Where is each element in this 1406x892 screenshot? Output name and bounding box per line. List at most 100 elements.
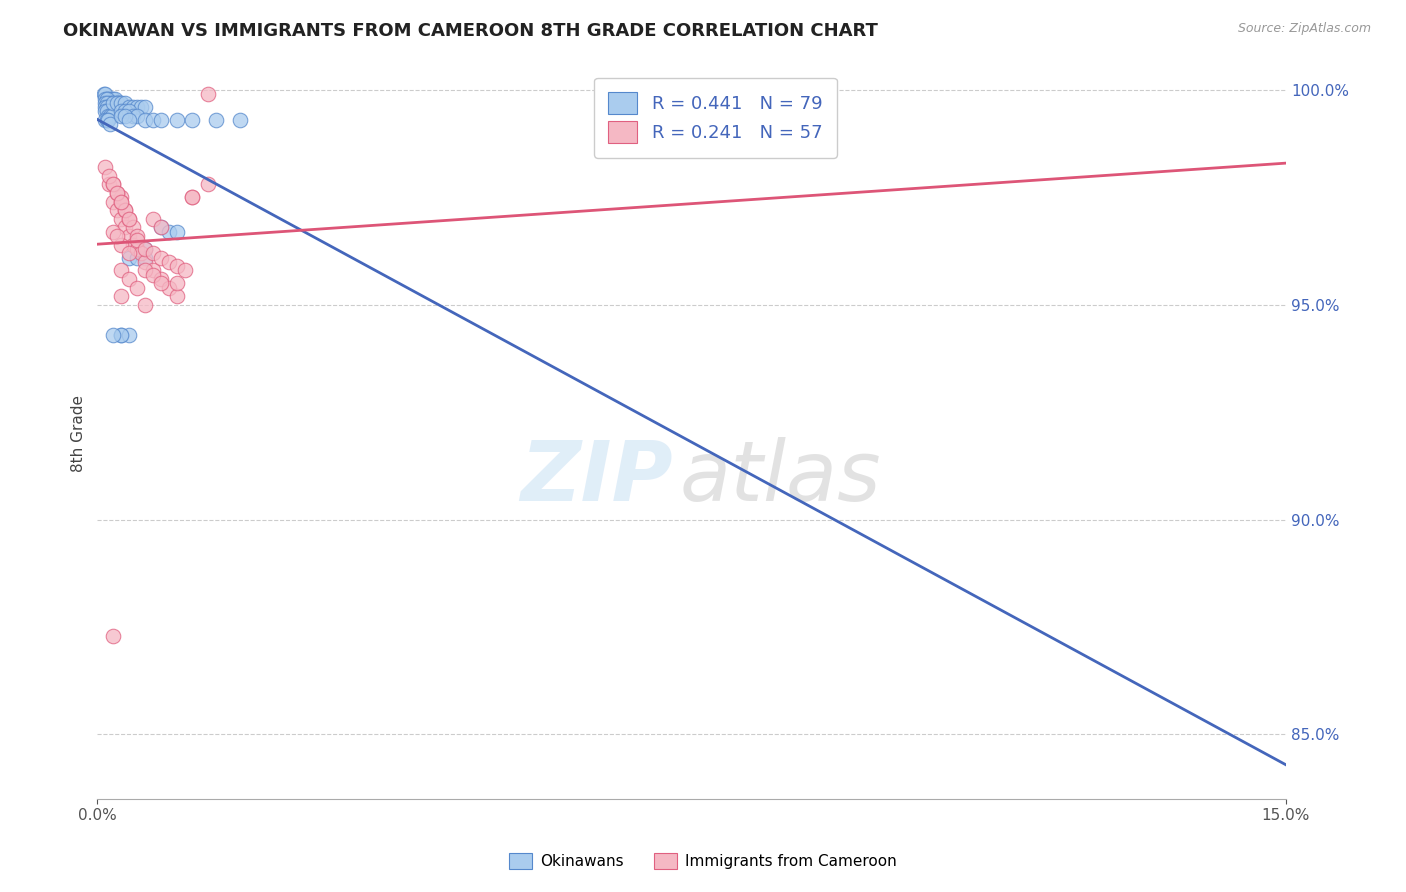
Point: [110, 194, 132, 209]
Point: [104, 104, 127, 119]
Text: atlas: atlas: [681, 437, 882, 518]
Legend: Okinawans, Immigrants from Cameroon: Okinawans, Immigrants from Cameroon: [503, 847, 903, 875]
Point: [142, 113, 165, 128]
Point: [134, 113, 156, 128]
Point: [96, 113, 118, 128]
Point: [103, 178, 125, 192]
Point: [98, 104, 121, 119]
Point: [104, 92, 127, 106]
Point: [134, 251, 156, 265]
Point: [181, 113, 204, 128]
Point: [97, 100, 120, 114]
Point: [125, 242, 148, 256]
Point: [105, 186, 128, 200]
Point: [98, 169, 121, 183]
Point: [103, 95, 125, 110]
Point: [166, 225, 188, 239]
Point: [105, 95, 128, 110]
Point: [157, 280, 180, 294]
Point: [103, 92, 125, 106]
Point: [100, 109, 122, 123]
Point: [110, 95, 132, 110]
Point: [149, 113, 172, 128]
Point: [98, 109, 121, 123]
Point: [149, 272, 172, 286]
Point: [118, 327, 141, 342]
Point: [97, 104, 120, 119]
Point: [103, 194, 125, 209]
Point: [105, 203, 128, 218]
Point: [94, 161, 117, 175]
Point: [104, 100, 127, 114]
Point: [93, 87, 115, 102]
Point: [110, 104, 132, 119]
Text: OKINAWAN VS IMMIGRANTS FROM CAMEROON 8TH GRADE CORRELATION CHART: OKINAWAN VS IMMIGRANTS FROM CAMEROON 8TH…: [63, 22, 879, 40]
Point: [105, 95, 128, 110]
Point: [114, 203, 136, 218]
Point: [114, 203, 136, 218]
Point: [96, 95, 118, 110]
Point: [134, 242, 156, 256]
Point: [103, 95, 125, 110]
Point: [103, 327, 125, 342]
Point: [110, 327, 132, 342]
Point: [110, 190, 132, 204]
Point: [108, 95, 131, 110]
Point: [166, 259, 188, 273]
Point: [97, 113, 120, 128]
Point: [142, 211, 165, 226]
Point: [125, 100, 148, 114]
Point: [98, 100, 121, 114]
Point: [118, 251, 141, 265]
Point: [118, 272, 141, 286]
Point: [105, 186, 128, 200]
Point: [125, 280, 148, 294]
Point: [94, 95, 117, 110]
Point: [118, 211, 141, 226]
Point: [122, 109, 145, 123]
Point: [157, 225, 180, 239]
Point: [166, 289, 188, 303]
Point: [97, 109, 120, 123]
Point: [103, 100, 125, 114]
Point: [149, 251, 172, 265]
Point: [142, 263, 165, 277]
Point: [98, 95, 121, 110]
Point: [103, 225, 125, 239]
Point: [96, 92, 118, 106]
Point: [100, 104, 122, 119]
Point: [118, 246, 141, 260]
Point: [94, 104, 117, 119]
Point: [103, 628, 125, 642]
Point: [114, 104, 136, 119]
Point: [114, 95, 136, 110]
Point: [134, 242, 156, 256]
Point: [166, 277, 188, 291]
Point: [118, 229, 141, 244]
Point: [122, 100, 145, 114]
Point: [205, 113, 228, 128]
Point: [142, 268, 165, 282]
Point: [125, 242, 148, 256]
Point: [149, 220, 172, 235]
Point: [197, 87, 219, 102]
Point: [134, 263, 156, 277]
Point: [100, 92, 122, 106]
Point: [94, 113, 117, 128]
Point: [94, 100, 117, 114]
Point: [134, 298, 156, 312]
Point: [94, 87, 117, 102]
Point: [100, 100, 122, 114]
Point: [122, 237, 145, 252]
Point: [157, 255, 180, 269]
Point: [118, 211, 141, 226]
Point: [94, 92, 117, 106]
Point: [96, 92, 118, 106]
Point: [125, 233, 148, 247]
Point: [181, 190, 204, 204]
Legend: R = 0.441   N = 79, R = 0.241   N = 57: R = 0.441 N = 79, R = 0.241 N = 57: [593, 78, 837, 158]
Point: [96, 100, 118, 114]
Point: [129, 100, 152, 114]
Point: [134, 100, 156, 114]
Point: [166, 113, 188, 128]
